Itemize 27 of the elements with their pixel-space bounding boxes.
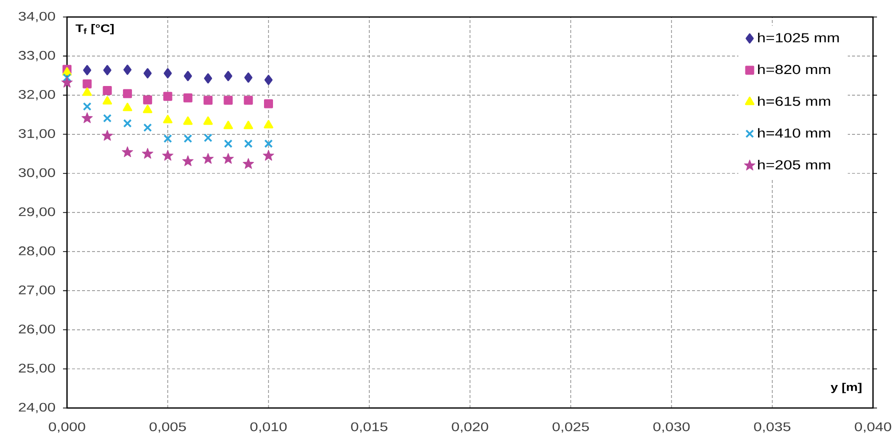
x-tick-label: 0,035 (754, 422, 790, 433)
legend-label: h=820 mm (758, 64, 830, 74)
y-tick-label: 26,00 (18, 324, 56, 335)
legend-label: h=410 mm (758, 128, 830, 138)
y-tick-label: 24,00 (18, 402, 56, 414)
legend-label: h=205 mm (758, 160, 830, 170)
y-axis-title: T$_{f}$ [°C] (76, 24, 114, 34)
x-tick-label: 0,030 (653, 422, 690, 433)
x-tick-label: 0,005 (150, 422, 186, 433)
y-tick-label: 27,00 (18, 286, 56, 296)
y-tick-label: 31,00 (18, 129, 56, 140)
x-tick-label: 0,000 (48, 422, 86, 433)
legend-label: h=1025 mm (758, 32, 839, 42)
legend-label: h=615 mm (758, 96, 830, 106)
y-tick-label: 32,00 (18, 90, 56, 100)
x-tick-label: 0,015 (351, 422, 388, 433)
x-tick-label: 0,010 (250, 422, 287, 433)
x-axis-title: y [m] (830, 382, 862, 394)
y-tick-label: 25,00 (18, 364, 56, 374)
y-tick-label: 30,00 (18, 168, 56, 179)
x-tick-label: 0,025 (552, 422, 589, 433)
y-tick-label: 34,00 (18, 12, 56, 22)
y-tick-label: 29,00 (18, 207, 56, 218)
x-tick-label: 0,040 (854, 422, 892, 433)
y-tick-label: 28,00 (18, 246, 56, 257)
y-tick-label: 33,00 (18, 50, 56, 62)
x-tick-label: 0,020 (452, 422, 488, 433)
